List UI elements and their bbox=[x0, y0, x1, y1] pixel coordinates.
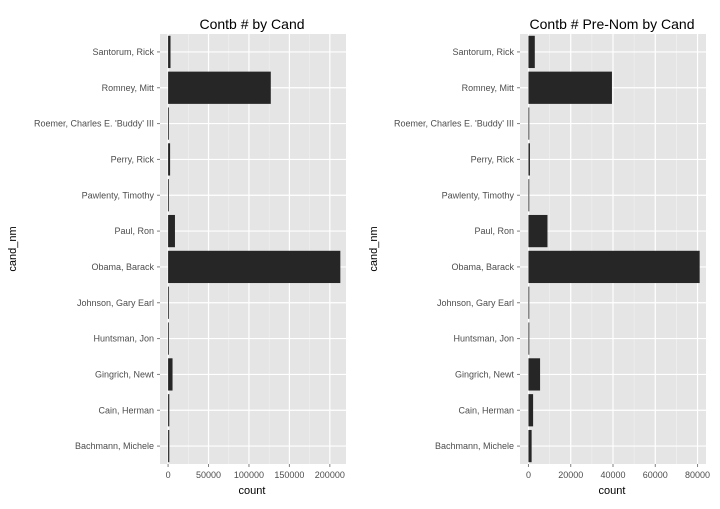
category-label: Pawlenty, Timothy bbox=[442, 190, 515, 200]
category-label: Roemer, Charles E. 'Buddy' III bbox=[394, 119, 514, 129]
y-axis-title: cand_nm bbox=[7, 226, 19, 271]
bar bbox=[168, 286, 169, 319]
bar bbox=[168, 71, 271, 104]
category-label: Bachmann, Michele bbox=[435, 441, 514, 451]
bar bbox=[528, 143, 530, 176]
bar bbox=[528, 358, 541, 391]
category-label: Santorum, Rick bbox=[92, 47, 154, 57]
category-label: Huntsman, Jon bbox=[453, 334, 514, 344]
x-tick-label: 0 bbox=[526, 470, 531, 480]
category-label: Paul, Ron bbox=[474, 226, 514, 236]
chart-title: Contb # by Cand bbox=[199, 16, 304, 32]
category-label: Gingrich, Newt bbox=[95, 369, 155, 379]
bar bbox=[528, 322, 530, 355]
category-label: Cain, Herman bbox=[98, 405, 154, 415]
bar bbox=[528, 179, 530, 212]
category-label: Huntsman, Jon bbox=[93, 334, 154, 344]
x-tick-label: 150000 bbox=[274, 470, 304, 480]
category-label: Perry, Rick bbox=[471, 154, 515, 164]
bar bbox=[168, 179, 169, 212]
x-tick-label: 60000 bbox=[643, 470, 668, 480]
bar bbox=[528, 250, 700, 284]
category-label: Obama, Barack bbox=[91, 262, 154, 272]
bar bbox=[168, 107, 169, 140]
bar bbox=[528, 286, 530, 319]
category-label: Romney, Mitt bbox=[102, 83, 155, 93]
category-label: Obama, Barack bbox=[451, 262, 514, 272]
bar bbox=[168, 358, 173, 391]
bar bbox=[528, 71, 612, 104]
y-axis-title: cand_nm bbox=[368, 226, 380, 271]
bar bbox=[528, 214, 548, 248]
bar bbox=[168, 35, 171, 69]
chart-panel-2: Santorum, Rick Romney, Mitt Roemer, Charle… bbox=[368, 16, 710, 497]
bar bbox=[168, 143, 171, 176]
category-label: Roemer, Charles E. 'Buddy' III bbox=[34, 119, 154, 129]
bar bbox=[528, 35, 535, 69]
x-tick-label: 200000 bbox=[315, 470, 345, 480]
x-tick-label: 80000 bbox=[685, 470, 710, 480]
x-tick-label: 40000 bbox=[600, 470, 625, 480]
bar bbox=[168, 250, 341, 284]
category-label: Santorum, Rick bbox=[452, 47, 514, 57]
bar bbox=[528, 107, 530, 140]
x-tick-label: 100000 bbox=[234, 470, 264, 480]
bar bbox=[168, 429, 170, 463]
x-tick-label: 20000 bbox=[558, 470, 583, 480]
bar bbox=[168, 394, 170, 427]
category-label: Johnson, Gary Earl bbox=[437, 298, 514, 308]
category-label: Johnson, Gary Earl bbox=[77, 298, 154, 308]
bar bbox=[168, 322, 169, 355]
category-label: Romney, Mitt bbox=[462, 83, 515, 93]
category-label: Gingrich, Newt bbox=[455, 369, 515, 379]
x-tick-label: 0 bbox=[166, 470, 171, 480]
bar bbox=[168, 214, 175, 248]
category-label: Bachmann, Michele bbox=[75, 441, 154, 451]
x-axis-title: count bbox=[599, 485, 626, 497]
category-label: Pawlenty, Timothy bbox=[82, 190, 155, 200]
chart-panel-1: Santorum, Rick Romney, Mitt Roemer, Charle… bbox=[7, 16, 346, 497]
bar bbox=[528, 394, 534, 427]
chart-title: Contb # Pre-Nom by Cand bbox=[530, 16, 695, 32]
plot-background bbox=[160, 34, 346, 464]
bar bbox=[528, 429, 532, 463]
x-tick-label: 50000 bbox=[196, 470, 221, 480]
category-label: Perry, Rick bbox=[111, 154, 155, 164]
category-label: Paul, Ron bbox=[114, 226, 154, 236]
x-axis-title: count bbox=[239, 485, 266, 497]
category-label: Cain, Herman bbox=[458, 405, 514, 415]
